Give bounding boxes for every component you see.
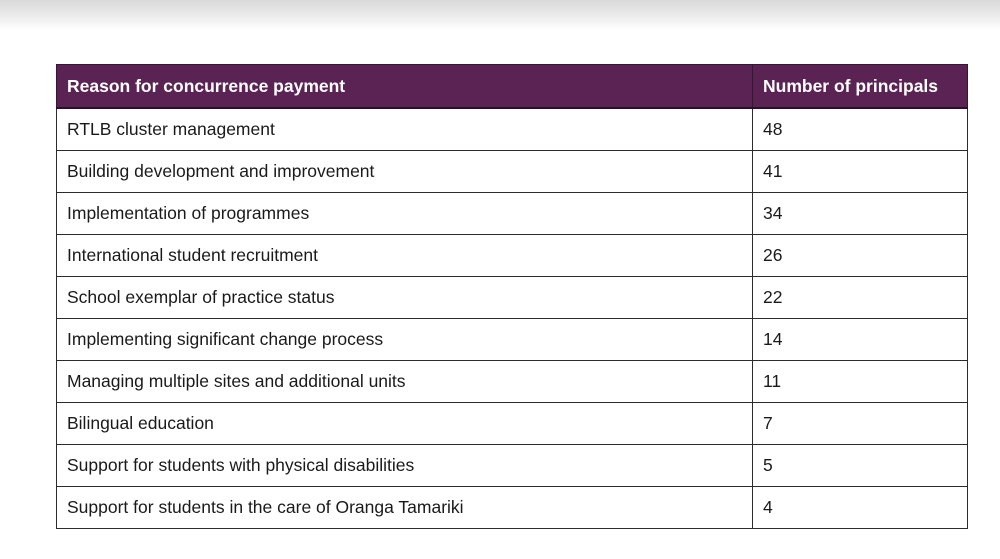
table-row: Managing multiple sites and additional u…	[56, 360, 968, 403]
reason-cell: Implementation of programmes	[56, 192, 753, 235]
table-row: Bilingual education 7	[56, 402, 968, 445]
table-row: Implementation of programmes 34	[56, 192, 968, 235]
reason-cell: Building development and improvement	[56, 150, 753, 193]
concurrence-payment-table: Reason for concurrence payment Number of…	[56, 64, 968, 529]
reason-cell: Implementing significant change process	[56, 318, 753, 361]
top-shadow-band	[0, 0, 1000, 30]
reason-cell: RTLB cluster management	[56, 107, 753, 151]
reason-cell: International student recruitment	[56, 234, 753, 277]
count-cell: 22	[752, 276, 968, 319]
reason-cell: School exemplar of practice status	[56, 276, 753, 319]
reason-cell: Support for students in the care of Oran…	[56, 486, 753, 529]
table-row: International student recruitment 26	[56, 234, 968, 277]
table-row: Building development and improvement 41	[56, 150, 968, 193]
count-cell: 34	[752, 192, 968, 235]
reason-cell: Bilingual education	[56, 402, 753, 445]
reason-cell: Support for students with physical disab…	[56, 444, 753, 487]
count-cell: 5	[752, 444, 968, 487]
header-number-of-principals: Number of principals	[752, 64, 968, 109]
count-cell: 48	[752, 107, 968, 151]
count-cell: 14	[752, 318, 968, 361]
table-row: Support for students in the care of Oran…	[56, 486, 968, 529]
count-cell: 7	[752, 402, 968, 445]
count-cell: 11	[752, 360, 968, 403]
concurrence-payment-table-container: Reason for concurrence payment Number of…	[56, 64, 968, 529]
table-row: Implementing significant change process …	[56, 318, 968, 361]
header-reason: Reason for concurrence payment	[56, 64, 753, 109]
table-row: Support for students with physical disab…	[56, 444, 968, 487]
table-row: School exemplar of practice status 22	[56, 276, 968, 319]
count-cell: 26	[752, 234, 968, 277]
table-header-row: Reason for concurrence payment Number of…	[56, 64, 968, 109]
reason-cell: Managing multiple sites and additional u…	[56, 360, 753, 403]
table-row: RTLB cluster management 48	[56, 107, 968, 151]
count-cell: 41	[752, 150, 968, 193]
count-cell: 4	[752, 486, 968, 529]
